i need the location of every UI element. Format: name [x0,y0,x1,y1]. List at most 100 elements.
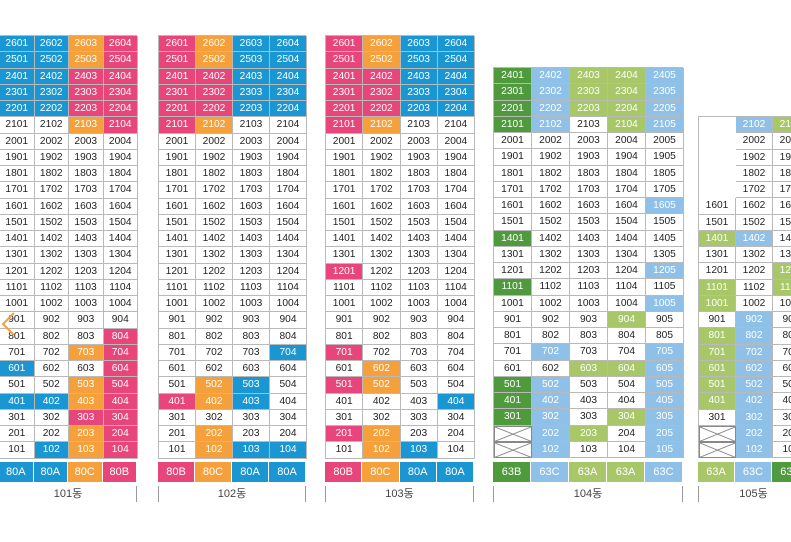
unit-cell: 1905 [646,149,684,166]
unit-cell: 701 [699,344,736,361]
unit-cell: 1205 [646,263,684,280]
unit-cell: 1303 [773,247,791,264]
unit-cell: 304 [103,409,138,426]
unit-cell: 2604 [103,36,138,53]
unit-cell: 1401 [0,231,35,248]
empty-lot-cross [699,425,736,442]
unit-cell: 301 [494,409,532,426]
unit-cell: 2602 [34,36,69,53]
unit-cell: 2405 [646,68,684,85]
unit-cell: 2104 [608,116,646,133]
unit-cell: 2004 [608,133,646,150]
unit-cell: 2004 [103,133,138,150]
unit-cell: 2504 [270,52,307,69]
unit-cell: 105 [646,441,684,458]
unit-cell: 2203 [400,101,438,118]
building-name: 105동 [698,486,791,502]
unit-cell: 1602 [736,198,773,215]
unit-cell: 302 [34,409,69,426]
unit-cell: 1103 [570,279,608,296]
unit-cell: 2601 [326,36,364,53]
unit-cell: 2303 [570,84,608,101]
unit-cell: 304 [270,409,307,426]
unit-cell: 204 [270,426,307,443]
unit-cell: 1903 [570,149,608,166]
unit-cell: 1304 [437,247,475,264]
unit-cell: 1702 [196,182,233,199]
unit-cell: 505 [646,376,684,393]
unit-cell: 603 [570,360,608,377]
unit-cell: 2302 [34,84,69,101]
unit-cell: 302 [196,409,233,426]
unit-cell: 103 [570,441,608,458]
unit-cell: 501 [494,376,532,393]
unit-cell: 1104 [270,279,307,296]
unit-cell: 2401 [159,68,196,85]
unit-cell: 1902 [532,149,570,166]
unit-cell: 1404 [608,230,646,247]
unit-cell: 2301 [494,84,532,101]
unit-cell: 301 [699,409,736,426]
unit-cell: 603 [233,361,270,378]
unit-cell: 501 [159,377,196,394]
unit-type-label: 80A [33,462,68,482]
unit-type-row: 63B 63C 63A 63A 63C [493,462,683,482]
unit-cell: 2202 [34,101,69,118]
unit-cell: 1202 [363,263,401,280]
unit-cell: 1001 [159,296,196,313]
unit-cell: 2002 [736,133,773,150]
unit-cell: 2204 [103,101,138,118]
unit-cell: 602 [363,361,401,378]
unit-cell: 702 [34,344,69,361]
unit-cell: 1402 [532,230,570,247]
unit-cell: 2403 [570,68,608,85]
unit-cell: 804 [608,328,646,345]
unit-cell: 1503 [400,214,438,231]
unit-cell: 1802 [532,165,570,182]
unit-cell: 1301 [699,247,736,264]
unit-cell: 904 [608,311,646,328]
unit-cell: 801 [494,328,532,345]
unit-cell: 1001 [494,295,532,312]
unit-cell: 1602 [532,198,570,215]
unit-cell: 103 [400,442,438,459]
unit-cell: 203 [400,426,438,443]
unit-cell: 2002 [363,133,401,150]
unit-cell: 1802 [363,166,401,183]
unit-cell: 1604 [608,198,646,215]
unit-cell: 1005 [646,295,684,312]
unit-cell: 703 [69,344,104,361]
unit-cell: 2105 [646,116,684,133]
unit-cell: 1501 [699,214,736,231]
unit-cell: 1502 [363,214,401,231]
unit-cell: 504 [437,377,475,394]
unit-grid: 2601 2602 2603 2604 2501 2502 2503 2504 2401 2402… [158,35,307,459]
unit-cell: 202 [34,426,69,443]
unit-cell: 2102 [196,117,233,134]
unit-cell: 1304 [608,246,646,263]
unit-cell: 1801 [159,166,196,183]
unit-cell: 305 [646,409,684,426]
empty-space [699,182,736,198]
unit-cell: 1103 [69,279,104,296]
unit-cell: 2301 [0,84,35,101]
unit-cell: 2303 [400,84,438,101]
unit-cell: 1704 [103,182,138,199]
unit-cell: 703 [570,344,608,361]
unit-cell: 1504 [103,214,138,231]
unit-cell: 2402 [34,68,69,85]
unit-cell: 1504 [437,214,475,231]
unit-cell: 2402 [196,68,233,85]
unit-cell: 1001 [0,296,35,313]
unit-cell: 704 [608,344,646,361]
unit-cell: 1603 [400,198,438,215]
unit-type-label: 63C [645,462,683,482]
unit-cell: 503 [69,377,104,394]
empty-lot-cross [494,425,532,442]
unit-cell: 1003 [773,295,791,312]
unit-cell: 402 [363,393,401,410]
unit-cell: 1201 [0,263,35,280]
unit-cell: 1601 [494,198,532,215]
unit-cell: 203 [69,426,104,443]
unit-cell: 1203 [233,263,270,280]
